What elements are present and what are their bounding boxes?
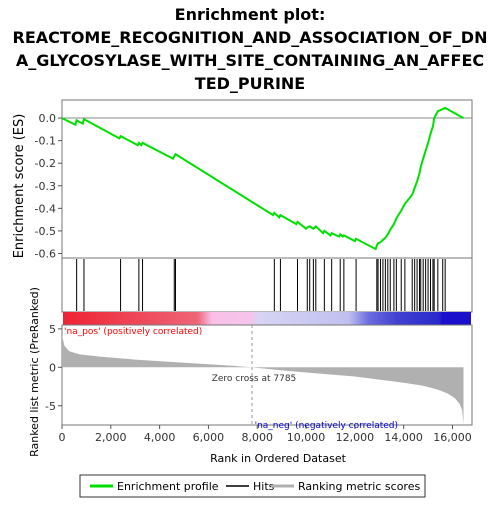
es-axis: 0.0 -0.1 -0.2 -0.3 -0.4 -0.5 -0.6 <box>35 112 472 260</box>
x-tick-label: 4,000 <box>144 431 176 444</box>
rank-color-bar <box>63 312 471 325</box>
es-tick-label: 0.0 <box>39 112 57 125</box>
title-line-4: TED_PURINE <box>195 74 305 93</box>
x-tick-label: 14,000 <box>384 431 423 444</box>
x-axis-label: Rank in Ordered Dataset <box>210 452 347 465</box>
x-tick-label: 16,000 <box>433 431 472 444</box>
metric-tick-label: 5 <box>49 323 56 336</box>
legend-hits-label: Hits <box>253 480 275 493</box>
es-tick-label: -0.4 <box>35 202 56 215</box>
neg-label: 'na_neg' (negatively correlated) <box>255 421 398 431</box>
metric-group <box>62 325 464 425</box>
x-tick-label: 12,000 <box>336 431 375 444</box>
x-tick-label: 8,000 <box>241 431 273 444</box>
enrichment-profile-line <box>61 106 464 251</box>
legend-profile-label: Enrichment profile <box>117 480 219 493</box>
legend-metric-label: Ranking metric scores <box>298 480 420 493</box>
x-tick-label: 6,000 <box>193 431 225 444</box>
hits-group <box>76 259 446 311</box>
metric-ylabel: Ranked list metric (PreRanked) <box>28 287 41 457</box>
x-tick-label: 0 <box>59 431 66 444</box>
legend-box <box>79 474 426 498</box>
x-tick-label: 10,000 <box>287 431 326 444</box>
enrichment-profile-group <box>61 106 464 251</box>
es-tick-label: -0.5 <box>35 225 56 238</box>
title-line-2: REACTOME_RECOGNITION_AND_ASSOCIATION_OF_… <box>13 28 488 47</box>
metric-tick-label: -5 <box>45 400 56 413</box>
x-tick-label: 2,000 <box>95 431 127 444</box>
pos-label: 'na_pos' (positively correlated) <box>64 327 202 337</box>
es-tick-label: -0.6 <box>35 247 56 260</box>
x-axis: 0 2,000 4,000 6,000 8,000 10,000 12,000 14,000 1… <box>59 425 472 444</box>
metric-area <box>62 335 464 425</box>
title-line-3: A_GLYCOSYLASE_WITH_SITE_CONTAINING_AN_AF… <box>16 51 484 70</box>
es-tick-label: -0.2 <box>35 157 56 170</box>
metric-axis: 5 0 -5 <box>45 323 62 413</box>
es-tick-label: -0.1 <box>35 135 56 148</box>
es-panel <box>61 99 473 259</box>
metric-tick-label: 0 <box>49 361 56 374</box>
zero-cross-label: Zero cross at 7785 <box>212 374 297 384</box>
title-line-1: Enrichment plot: <box>175 5 326 24</box>
es-tick-label: -0.3 <box>35 180 56 193</box>
hits-panel <box>61 257 473 313</box>
es-ylabel: Enrichment score (ES) <box>12 114 27 259</box>
